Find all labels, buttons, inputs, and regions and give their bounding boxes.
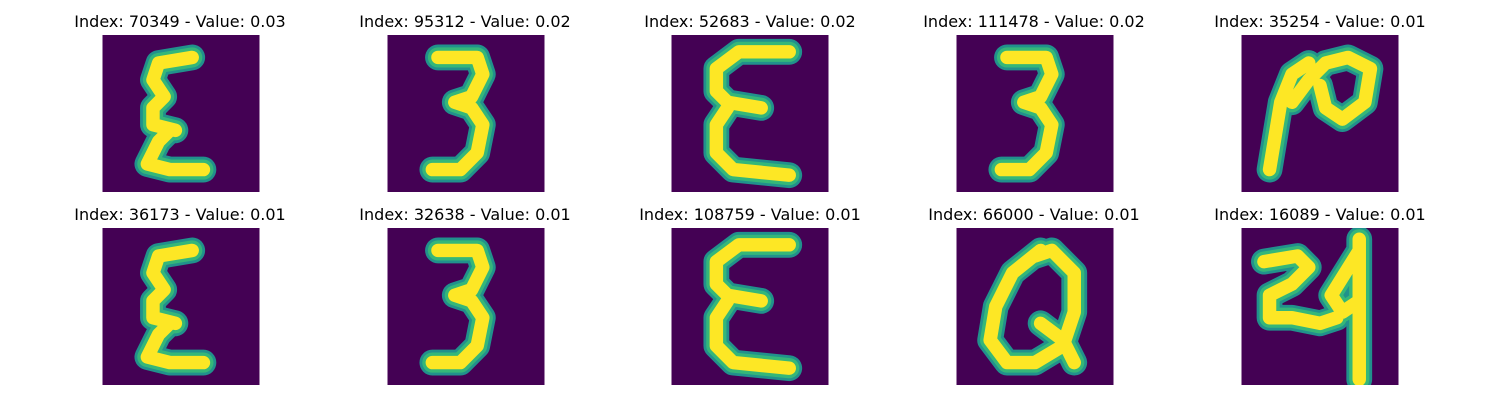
panel-title: Index: 95312 - Value: 0.02 — [325, 12, 605, 31]
panel-image — [956, 35, 1114, 192]
panel-image — [1241, 35, 1399, 192]
panel-image — [956, 228, 1114, 385]
panel-image — [102, 35, 260, 192]
panel-title: Index: 36173 - Value: 0.01 — [40, 205, 320, 224]
panel-title: Index: 32638 - Value: 0.01 — [325, 205, 605, 224]
digit-image — [102, 35, 260, 192]
digit-image — [671, 35, 829, 192]
panel-title: Index: 52683 - Value: 0.02 — [610, 12, 890, 31]
digit-image — [956, 228, 1114, 385]
digit-image — [671, 228, 829, 385]
digit-image — [387, 35, 545, 192]
panel-title: Index: 108759 - Value: 0.01 — [610, 205, 890, 224]
panel-title: Index: 70349 - Value: 0.03 — [40, 12, 320, 31]
digit-image — [1241, 35, 1399, 192]
panel-image — [387, 228, 545, 385]
digit-image — [956, 35, 1114, 192]
digit-image — [102, 228, 260, 385]
panel-title: Index: 35254 - Value: 0.01 — [1180, 12, 1460, 31]
digit-image — [387, 228, 545, 385]
panel-title: Index: 16089 - Value: 0.01 — [1180, 205, 1460, 224]
panel-title: Index: 66000 - Value: 0.01 — [894, 205, 1174, 224]
panel-image — [671, 35, 829, 192]
panel-image — [387, 35, 545, 192]
digit-image — [1241, 228, 1399, 385]
panel-image — [671, 228, 829, 385]
panel-image — [102, 228, 260, 385]
panel-image — [1241, 228, 1399, 385]
panel-title: Index: 111478 - Value: 0.02 — [894, 12, 1174, 31]
